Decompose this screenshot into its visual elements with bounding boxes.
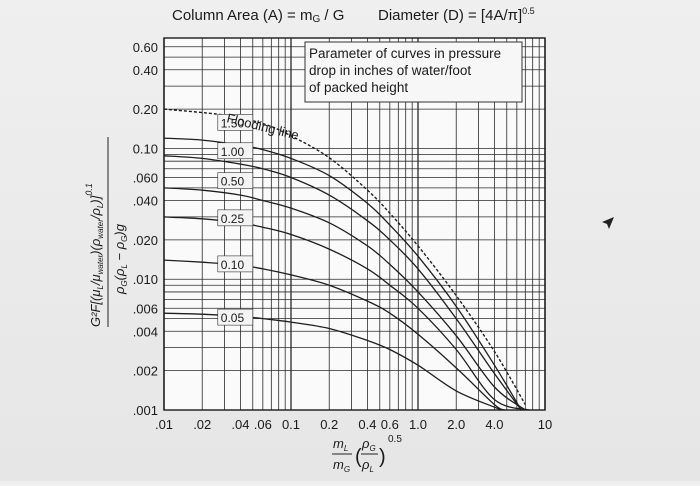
- legend-text-line: of packed height: [309, 80, 408, 95]
- svg-text:(: (: [355, 446, 362, 468]
- svg-text:ρG: ρG: [361, 436, 376, 453]
- curve-label-box: [217, 142, 254, 160]
- y-tick-label: .060: [133, 171, 158, 186]
- curve-label-box: [217, 209, 254, 227]
- header-column-area: Column Area (A) = mG / G: [172, 7, 344, 25]
- x-tick-label: 4.0: [485, 417, 503, 432]
- svg-text:mG: mG: [333, 457, 350, 474]
- svg-text:0.5: 0.5: [388, 434, 402, 445]
- x-tick-label: 0.4: [358, 417, 376, 432]
- curve-label: 0.50: [221, 175, 245, 189]
- y-tick-label: .001: [133, 403, 158, 418]
- curve-label-box: [217, 255, 254, 273]
- mouse-cursor-icon: [602, 217, 614, 229]
- y-tick-label: .040: [133, 194, 158, 209]
- y-tick-label: 0.20: [133, 102, 158, 117]
- x-tick-label: .01: [155, 417, 173, 432]
- y-tick-label: .006: [133, 301, 158, 316]
- header-diameter: Diameter (D) = [4A/π]0.5: [378, 6, 535, 24]
- x-tick-label: 0.2: [320, 417, 338, 432]
- legend-text-line: drop in inches of water/foot: [309, 63, 471, 78]
- x-tick-label: .02: [193, 417, 211, 432]
- x-tick-label: .06: [254, 417, 272, 432]
- curve-label: 1.50: [221, 116, 245, 130]
- y-tick-label: .004: [133, 324, 158, 339]
- plot-border: [163, 37, 546, 411]
- curve-label-box: [217, 308, 254, 326]
- y-tick-label: .010: [133, 272, 158, 287]
- svg-text:mL: mL: [333, 436, 348, 453]
- x-tick-label: 0.6: [381, 417, 399, 432]
- curve-0-50: [163, 187, 526, 411]
- curve-label-box: [217, 114, 254, 131]
- curve-label-box: [217, 172, 254, 189]
- x-tick-label: 1.0: [409, 417, 427, 432]
- y-tick-label: 0.10: [133, 141, 158, 156]
- curve-label: 0.05: [221, 311, 245, 325]
- svg-text:): ): [379, 446, 386, 468]
- svg-text:G²F[(μL/μwater)(ρwater/ρL)]0.1: G²F[(μL/μwater)(ρwater/ρL)]0.1: [84, 183, 105, 327]
- y-tick-label: 0.40: [133, 63, 158, 78]
- y-tick-label: .002: [133, 364, 158, 379]
- curve-label: 0.10: [221, 258, 245, 272]
- curve-1-00: [163, 155, 522, 411]
- y-tick-label: 0.60: [133, 40, 158, 55]
- y-axis-label: G²F[(μL/μwater)(ρwater/ρL)]0.1 ρG(ρL − ρ…: [84, 137, 129, 327]
- x-tick-label: 2.0: [447, 417, 465, 432]
- x-axis-label: mL mG ( ρG ρL ) 0.5: [332, 434, 402, 474]
- svg-text:ρG(ρL − ρG)g: ρG(ρL − ρG)g: [112, 223, 129, 295]
- flooding-line-curve: [163, 108, 526, 405]
- x-tick-label: .04: [231, 417, 249, 432]
- legend-box: [304, 41, 523, 103]
- svg-text:ρL: ρL: [361, 457, 374, 474]
- curve-label: 0.25: [221, 212, 245, 226]
- y-tick-label: .020: [133, 233, 158, 248]
- x-tick-label: 10: [538, 417, 552, 432]
- legend-text-line: Parameter of curves in pressure: [309, 46, 501, 61]
- x-tick-label: 0.1: [282, 417, 300, 432]
- curve-label: 1.00: [221, 145, 245, 159]
